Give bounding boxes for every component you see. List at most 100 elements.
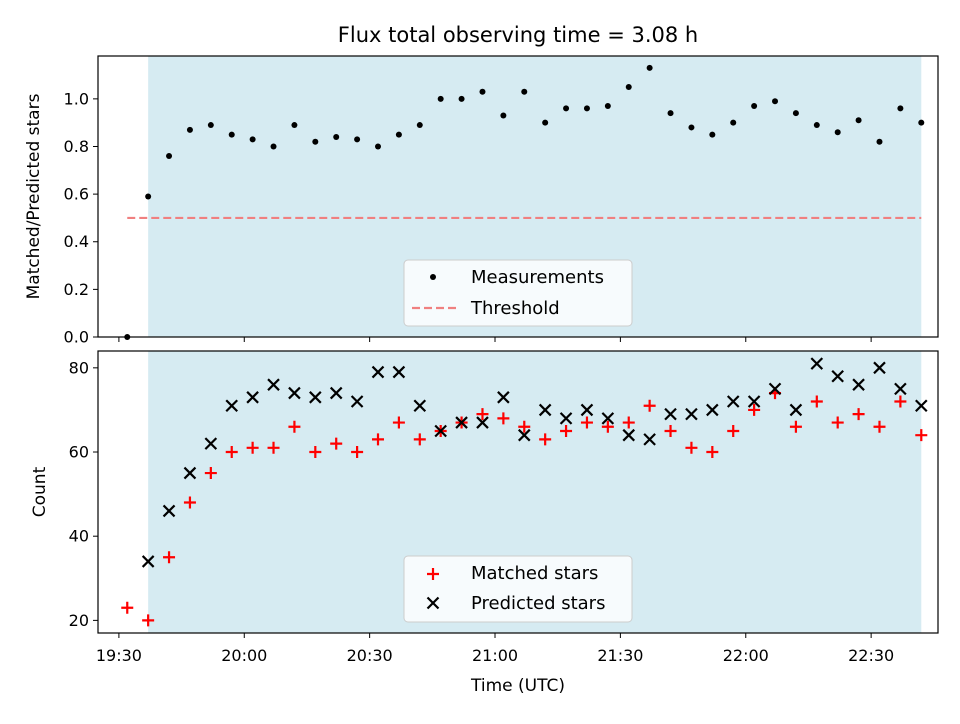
predicted-star-point (183, 466, 197, 480)
measurement-point (228, 131, 235, 138)
predicted-star-point (726, 395, 740, 408)
matched-star-point (330, 437, 343, 450)
matched-star-point (831, 416, 844, 429)
predicted-star-point (162, 504, 176, 518)
matched-star-point (142, 614, 155, 627)
matched-star-point (518, 420, 531, 433)
top-y-tick-label: 1.0 (64, 89, 89, 108)
top-axes-frame (97, 55, 939, 338)
top-y-tick-label: 0.2 (64, 280, 89, 299)
legend-matched-label: Matched stars (471, 563, 598, 584)
measurement-point (207, 122, 214, 129)
predicted-star-point (831, 369, 844, 383)
matched-star-point (685, 441, 698, 454)
measurement-point (688, 124, 695, 131)
top-y-axis-label: Matched/Predicted stars (24, 93, 44, 299)
legend-predicted-label: Predicted stars (471, 593, 605, 614)
matched-star-point (225, 446, 238, 459)
measurement-point (772, 98, 779, 105)
top-y-tick-label: 0.6 (64, 185, 89, 204)
matched-star-point (601, 420, 614, 433)
matched-star-point (288, 420, 301, 433)
matched-star-point (664, 424, 677, 437)
measurement-point (813, 122, 820, 129)
x-tick-label: 21:30 (597, 646, 643, 665)
matched-star-point (539, 433, 552, 446)
measurement-point (834, 129, 841, 136)
measurement-point (646, 64, 653, 71)
matched-star-point (392, 416, 405, 429)
measurement-point (918, 119, 925, 126)
measurement-point (312, 138, 319, 145)
measurement-point (145, 193, 152, 200)
predicted-star-point (434, 424, 447, 438)
predicted-star-point (455, 416, 468, 429)
chart-title: Flux total observing time = 3.08 h (338, 23, 698, 47)
matched-star-point (204, 467, 217, 480)
predicted-star-point (538, 403, 552, 417)
x-tick-label: 19:30 (96, 646, 142, 665)
predicted-star-point (747, 395, 761, 408)
matched-star-point (163, 551, 176, 564)
predicted-star-point (873, 361, 886, 375)
predicted-star-point (517, 428, 531, 442)
predicted-star-point (789, 403, 803, 417)
measurement-point (249, 136, 256, 143)
legend-predicted-marker (426, 596, 440, 610)
x-tick-label: 20:00 (221, 646, 267, 665)
measurement-point (458, 95, 465, 102)
predicted-star-point (350, 395, 364, 408)
measurement-point (437, 95, 444, 102)
measurement-point (375, 143, 381, 150)
predicted-star-point (559, 412, 573, 425)
predicted-star-point (497, 391, 510, 404)
x-axis-label: Time (UTC) (470, 676, 565, 696)
legend-matched-marker (427, 568, 439, 580)
measurement-point (625, 83, 632, 90)
predicted-star-point (225, 399, 239, 412)
measurement-point (291, 122, 298, 129)
matched-star-point (894, 395, 907, 408)
measurement-point (416, 122, 423, 129)
matched-star-point (560, 424, 573, 437)
matched-star-point (476, 408, 489, 421)
top-y-tick-label: 0.4 (64, 232, 89, 251)
matched-star-point (497, 412, 510, 425)
measurement-point (855, 117, 862, 124)
predicted-star-point (894, 382, 907, 396)
matched-star-point (789, 420, 802, 433)
matched-star-point (643, 399, 656, 412)
measurement-point (751, 103, 758, 110)
matched-star-point (246, 441, 259, 454)
bottom-legend-box (403, 555, 633, 623)
measurement-point (500, 112, 507, 119)
measurement-point (521, 88, 528, 95)
predicted-star-point (141, 555, 155, 568)
x-tick-label: 21:00 (472, 646, 518, 665)
matched-star-point (413, 433, 426, 446)
matched-star-point (727, 424, 740, 437)
bottom-y-tick-label: 60 (69, 443, 89, 462)
matched-star-point (915, 429, 928, 442)
matched-star-point (580, 416, 593, 429)
predicted-star-point (329, 386, 343, 400)
predicted-star-point (267, 378, 280, 391)
measurement-point (395, 131, 402, 138)
predicted-star-point (204, 437, 218, 450)
matched-star-point (267, 441, 280, 454)
measurement-point (563, 105, 570, 112)
measurement-point (667, 110, 674, 117)
measurement-point (604, 103, 611, 110)
bottom-y-tick-label: 20 (69, 611, 89, 630)
measurement-point (270, 143, 277, 150)
predicted-star-point (392, 365, 406, 379)
predicted-star-point (580, 403, 594, 417)
predicted-star-point (685, 407, 698, 421)
measurement-point (897, 105, 904, 112)
bottom-y-tick-label: 80 (69, 358, 89, 377)
measurement-point (186, 126, 193, 133)
predicted-star-point (915, 399, 928, 412)
measurement-point (792, 110, 799, 117)
bottom-y-tick-label: 40 (69, 527, 89, 546)
